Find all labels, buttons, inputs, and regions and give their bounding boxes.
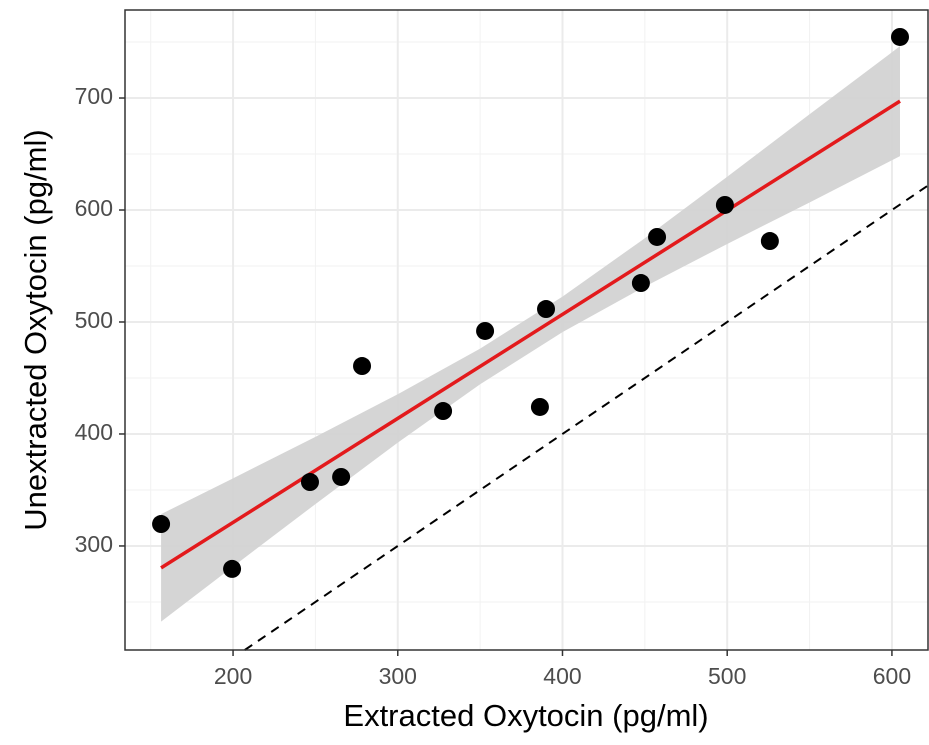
point	[353, 357, 372, 376]
point	[223, 559, 242, 578]
y-axis-title: Unextracted Oxytocin (pg/ml)	[18, 129, 53, 530]
x-tick-label: 500	[708, 663, 746, 689]
fit-line	[160, 99, 901, 570]
point	[715, 195, 734, 214]
point	[476, 321, 495, 340]
point	[648, 227, 667, 246]
reference-line	[244, 184, 929, 651]
y-tick-label: 500	[75, 307, 113, 333]
y-tick-label: 300	[75, 531, 113, 557]
point	[537, 300, 556, 319]
point	[434, 402, 453, 421]
point	[890, 27, 909, 46]
panel-border	[124, 9, 929, 651]
point	[300, 473, 319, 492]
y-tick-label: 700	[75, 83, 113, 109]
x-axis-title: Extracted Oxytocin (pg/ml)	[343, 698, 708, 733]
x-tick-label: 600	[873, 663, 911, 689]
point	[631, 274, 650, 293]
y-tick-label: 600	[75, 195, 113, 221]
x-tick-label: 200	[214, 663, 252, 689]
point	[530, 397, 549, 416]
point	[332, 467, 351, 486]
point	[152, 515, 171, 534]
point	[760, 232, 779, 251]
y-tick-label: 400	[75, 419, 113, 445]
x-tick-label: 400	[543, 663, 581, 689]
x-tick-label: 300	[379, 663, 417, 689]
